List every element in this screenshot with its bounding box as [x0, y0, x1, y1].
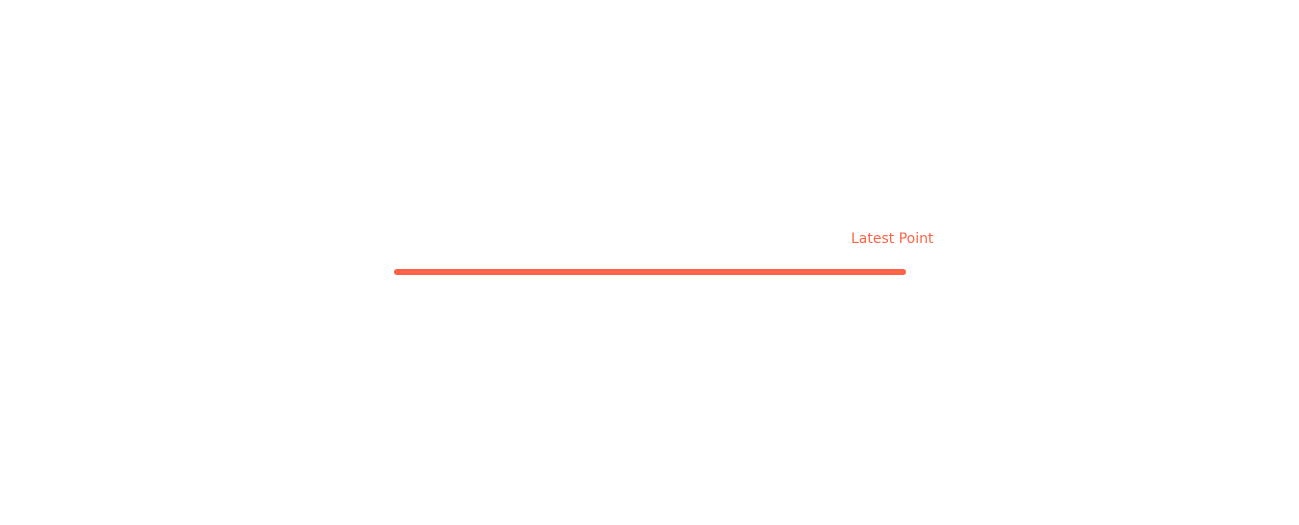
- annotation-latest-point: Latest Point: [851, 231, 934, 247]
- series-layer: [394, 269, 906, 275]
- annotation-layer: Latest Point: [851, 231, 934, 247]
- data-point: [394, 269, 400, 275]
- data-point: [900, 269, 906, 275]
